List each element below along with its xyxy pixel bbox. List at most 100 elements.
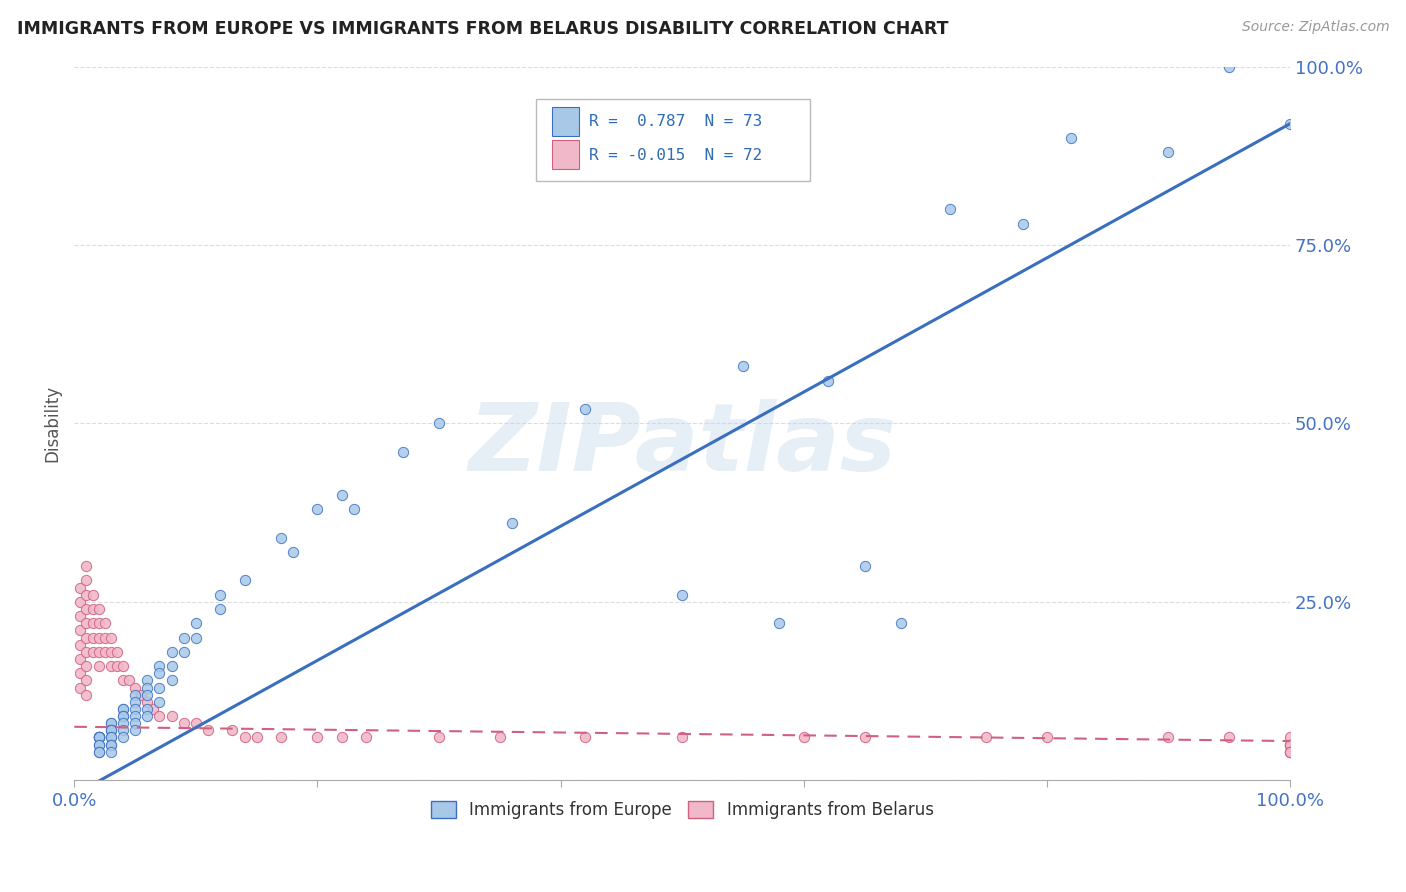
- Point: [69, 609, 91, 624]
- Point: [221, 723, 243, 738]
- Point: [100, 723, 122, 738]
- Point: [111, 731, 134, 745]
- Text: IMMIGRANTS FROM EUROPE VS IMMIGRANTS FROM BELARUS DISABILITY CORRELATION CHART: IMMIGRANTS FROM EUROPE VS IMMIGRANTS FRO…: [17, 20, 949, 37]
- Point: [148, 681, 170, 695]
- Point: [100, 716, 122, 731]
- Point: [93, 645, 115, 659]
- Point: [76, 616, 98, 631]
- Point: [974, 731, 997, 745]
- Point: [87, 745, 110, 759]
- Point: [69, 595, 91, 609]
- Text: Source: ZipAtlas.com: Source: ZipAtlas.com: [1241, 20, 1389, 34]
- Point: [76, 631, 98, 645]
- Point: [343, 502, 366, 516]
- Point: [82, 631, 104, 645]
- Point: [1218, 731, 1240, 745]
- Point: [160, 673, 183, 688]
- Point: [148, 666, 170, 681]
- Point: [118, 673, 141, 688]
- Point: [246, 731, 269, 745]
- Point: [136, 681, 159, 695]
- Point: [197, 723, 219, 738]
- Point: [87, 731, 110, 745]
- Point: [124, 695, 146, 709]
- Point: [124, 702, 146, 716]
- Point: [87, 731, 110, 745]
- Point: [87, 745, 110, 759]
- Point: [87, 645, 110, 659]
- Point: [76, 645, 98, 659]
- Point: [76, 574, 98, 588]
- Point: [87, 659, 110, 673]
- Point: [142, 702, 165, 716]
- Point: [1011, 217, 1033, 231]
- Point: [111, 723, 134, 738]
- Point: [307, 502, 329, 516]
- Point: [1279, 738, 1302, 752]
- Point: [1157, 145, 1180, 160]
- Point: [793, 731, 815, 745]
- Point: [1218, 60, 1240, 74]
- Point: [488, 731, 510, 745]
- Point: [100, 631, 122, 645]
- Point: [124, 681, 146, 695]
- Point: [87, 616, 110, 631]
- Point: [111, 709, 134, 723]
- Bar: [553, 140, 579, 169]
- Point: [100, 745, 122, 759]
- Point: [111, 673, 134, 688]
- Point: [1060, 131, 1083, 145]
- Point: [1157, 731, 1180, 745]
- Point: [111, 702, 134, 716]
- Point: [69, 681, 91, 695]
- Point: [330, 488, 353, 502]
- Point: [173, 631, 195, 645]
- Point: [281, 545, 304, 559]
- Point: [76, 673, 98, 688]
- Point: [100, 723, 122, 738]
- Point: [574, 731, 596, 745]
- Point: [1279, 738, 1302, 752]
- Point: [82, 588, 104, 602]
- Point: [671, 588, 693, 602]
- Point: [270, 731, 292, 745]
- Point: [100, 659, 122, 673]
- Text: R =  0.787  N = 73: R = 0.787 N = 73: [589, 114, 762, 129]
- Point: [1036, 731, 1059, 745]
- Point: [76, 602, 98, 616]
- Point: [354, 731, 377, 745]
- Point: [136, 673, 159, 688]
- Point: [100, 723, 122, 738]
- Point: [148, 659, 170, 673]
- Point: [111, 659, 134, 673]
- Point: [105, 659, 128, 673]
- Point: [136, 702, 159, 716]
- Point: [76, 688, 98, 702]
- Point: [938, 202, 960, 217]
- Point: [100, 738, 122, 752]
- Point: [270, 531, 292, 545]
- Point: [87, 738, 110, 752]
- Point: [76, 559, 98, 574]
- Point: [731, 359, 754, 374]
- Point: [69, 581, 91, 595]
- Point: [87, 731, 110, 745]
- Point: [82, 645, 104, 659]
- Y-axis label: Disability: Disability: [44, 384, 60, 462]
- Point: [173, 645, 195, 659]
- FancyBboxPatch shape: [536, 99, 810, 181]
- Point: [100, 731, 122, 745]
- Point: [124, 709, 146, 723]
- Point: [853, 731, 876, 745]
- Point: [111, 709, 134, 723]
- Point: [82, 616, 104, 631]
- Point: [233, 574, 256, 588]
- Point: [391, 445, 413, 459]
- Point: [111, 702, 134, 716]
- Point: [76, 588, 98, 602]
- Point: [1279, 117, 1302, 131]
- Point: [124, 688, 146, 702]
- Point: [817, 374, 839, 388]
- Point: [160, 645, 183, 659]
- Point: [307, 731, 329, 745]
